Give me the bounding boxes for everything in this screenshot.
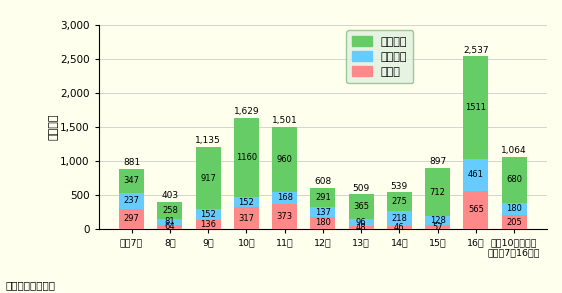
Text: 48: 48	[356, 223, 366, 232]
Text: 205: 205	[506, 218, 522, 226]
Bar	[502, 215, 527, 229]
Text: 資料）国土交通省: 資料）国土交通省	[6, 280, 56, 290]
Legend: がけ崩れ, 地すべり, 土石流: がけ崩れ, 地すべり, 土石流	[346, 30, 413, 83]
Text: 258: 258	[162, 206, 178, 215]
Text: 180: 180	[506, 205, 522, 214]
Text: 1,135: 1,135	[195, 136, 221, 145]
Bar	[348, 226, 374, 229]
Text: 565: 565	[468, 205, 484, 214]
Text: 57: 57	[432, 223, 443, 232]
Text: 897: 897	[429, 157, 446, 166]
Text: 218: 218	[392, 214, 407, 223]
Text: 180: 180	[315, 219, 331, 227]
Bar	[310, 188, 336, 207]
Bar	[464, 56, 488, 159]
Bar	[348, 219, 374, 226]
Bar	[464, 159, 488, 191]
Text: 403: 403	[161, 191, 178, 200]
Text: 461: 461	[468, 171, 484, 179]
Text: 680: 680	[506, 175, 522, 184]
Text: 237: 237	[124, 196, 139, 205]
Bar	[425, 225, 450, 229]
Bar	[234, 197, 259, 207]
Bar	[502, 156, 527, 203]
Text: 509: 509	[352, 184, 370, 193]
Text: 712: 712	[430, 188, 446, 197]
Bar	[196, 209, 220, 220]
Bar	[119, 169, 144, 193]
Bar	[387, 193, 412, 211]
Bar	[272, 192, 297, 204]
Text: 881: 881	[123, 159, 140, 167]
Text: 365: 365	[353, 202, 369, 211]
Bar	[119, 193, 144, 209]
Bar	[234, 118, 259, 197]
Bar	[310, 217, 336, 229]
Text: 64: 64	[165, 222, 175, 231]
Bar	[234, 207, 259, 229]
Text: 317: 317	[238, 214, 255, 223]
Bar	[272, 127, 297, 192]
Text: 137: 137	[315, 208, 331, 217]
Bar	[310, 207, 336, 217]
Bar	[196, 147, 220, 209]
Bar	[502, 203, 527, 215]
Text: 297: 297	[124, 214, 139, 224]
Bar	[272, 204, 297, 229]
Y-axis label: （件数）: （件数）	[49, 114, 58, 140]
Bar	[348, 195, 374, 219]
Bar	[425, 217, 450, 225]
Text: 1,501: 1,501	[272, 116, 297, 125]
Bar	[196, 220, 220, 229]
Text: 168: 168	[277, 193, 293, 202]
Text: 539: 539	[391, 182, 408, 191]
Text: 1511: 1511	[465, 103, 487, 112]
Bar	[387, 226, 412, 229]
Bar	[425, 168, 450, 217]
Text: 275: 275	[392, 197, 407, 206]
Text: 128: 128	[430, 216, 446, 225]
Bar	[387, 211, 412, 226]
Text: 96: 96	[356, 218, 366, 227]
Text: 347: 347	[124, 176, 139, 185]
Bar	[464, 191, 488, 229]
Text: 1160: 1160	[236, 153, 257, 162]
Text: 608: 608	[314, 177, 332, 186]
Text: 373: 373	[277, 212, 293, 221]
Bar	[119, 209, 144, 229]
Text: 2,537: 2,537	[463, 46, 489, 55]
Text: 291: 291	[315, 193, 331, 202]
Text: 136: 136	[200, 220, 216, 229]
Bar	[157, 225, 182, 229]
Text: 917: 917	[200, 174, 216, 183]
Bar	[157, 202, 182, 219]
Text: 81: 81	[165, 217, 175, 226]
Text: 152: 152	[200, 210, 216, 219]
Text: 1,064: 1,064	[501, 146, 527, 155]
Text: 960: 960	[277, 155, 293, 164]
Text: 46: 46	[394, 223, 405, 232]
Text: 1,629: 1,629	[234, 108, 259, 117]
Text: 152: 152	[238, 198, 254, 207]
Bar	[157, 219, 182, 225]
